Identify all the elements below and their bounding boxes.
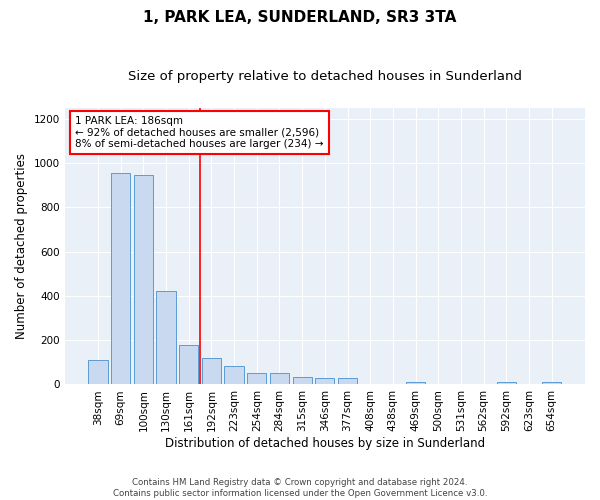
Text: Contains HM Land Registry data © Crown copyright and database right 2024.
Contai: Contains HM Land Registry data © Crown c… [113, 478, 487, 498]
Bar [134, 176, 153, 384]
Bar [270, 374, 289, 384]
Bar [315, 378, 334, 384]
Bar [406, 382, 425, 384]
Text: 1 PARK LEA: 186sqm
← 92% of detached houses are smaller (2,596)
8% of semi-detac: 1 PARK LEA: 186sqm ← 92% of detached hou… [75, 116, 323, 150]
Bar [293, 378, 312, 384]
Bar [338, 378, 357, 384]
Bar [202, 358, 221, 384]
Bar [542, 382, 562, 384]
Bar [111, 173, 130, 384]
Bar [247, 373, 266, 384]
Bar [179, 344, 199, 385]
Bar [224, 366, 244, 384]
Text: 1, PARK LEA, SUNDERLAND, SR3 3TA: 1, PARK LEA, SUNDERLAND, SR3 3TA [143, 10, 457, 25]
Y-axis label: Number of detached properties: Number of detached properties [15, 153, 28, 339]
Bar [88, 360, 107, 384]
Bar [157, 292, 176, 384]
X-axis label: Distribution of detached houses by size in Sunderland: Distribution of detached houses by size … [165, 437, 485, 450]
Title: Size of property relative to detached houses in Sunderland: Size of property relative to detached ho… [128, 70, 522, 83]
Bar [497, 382, 516, 384]
